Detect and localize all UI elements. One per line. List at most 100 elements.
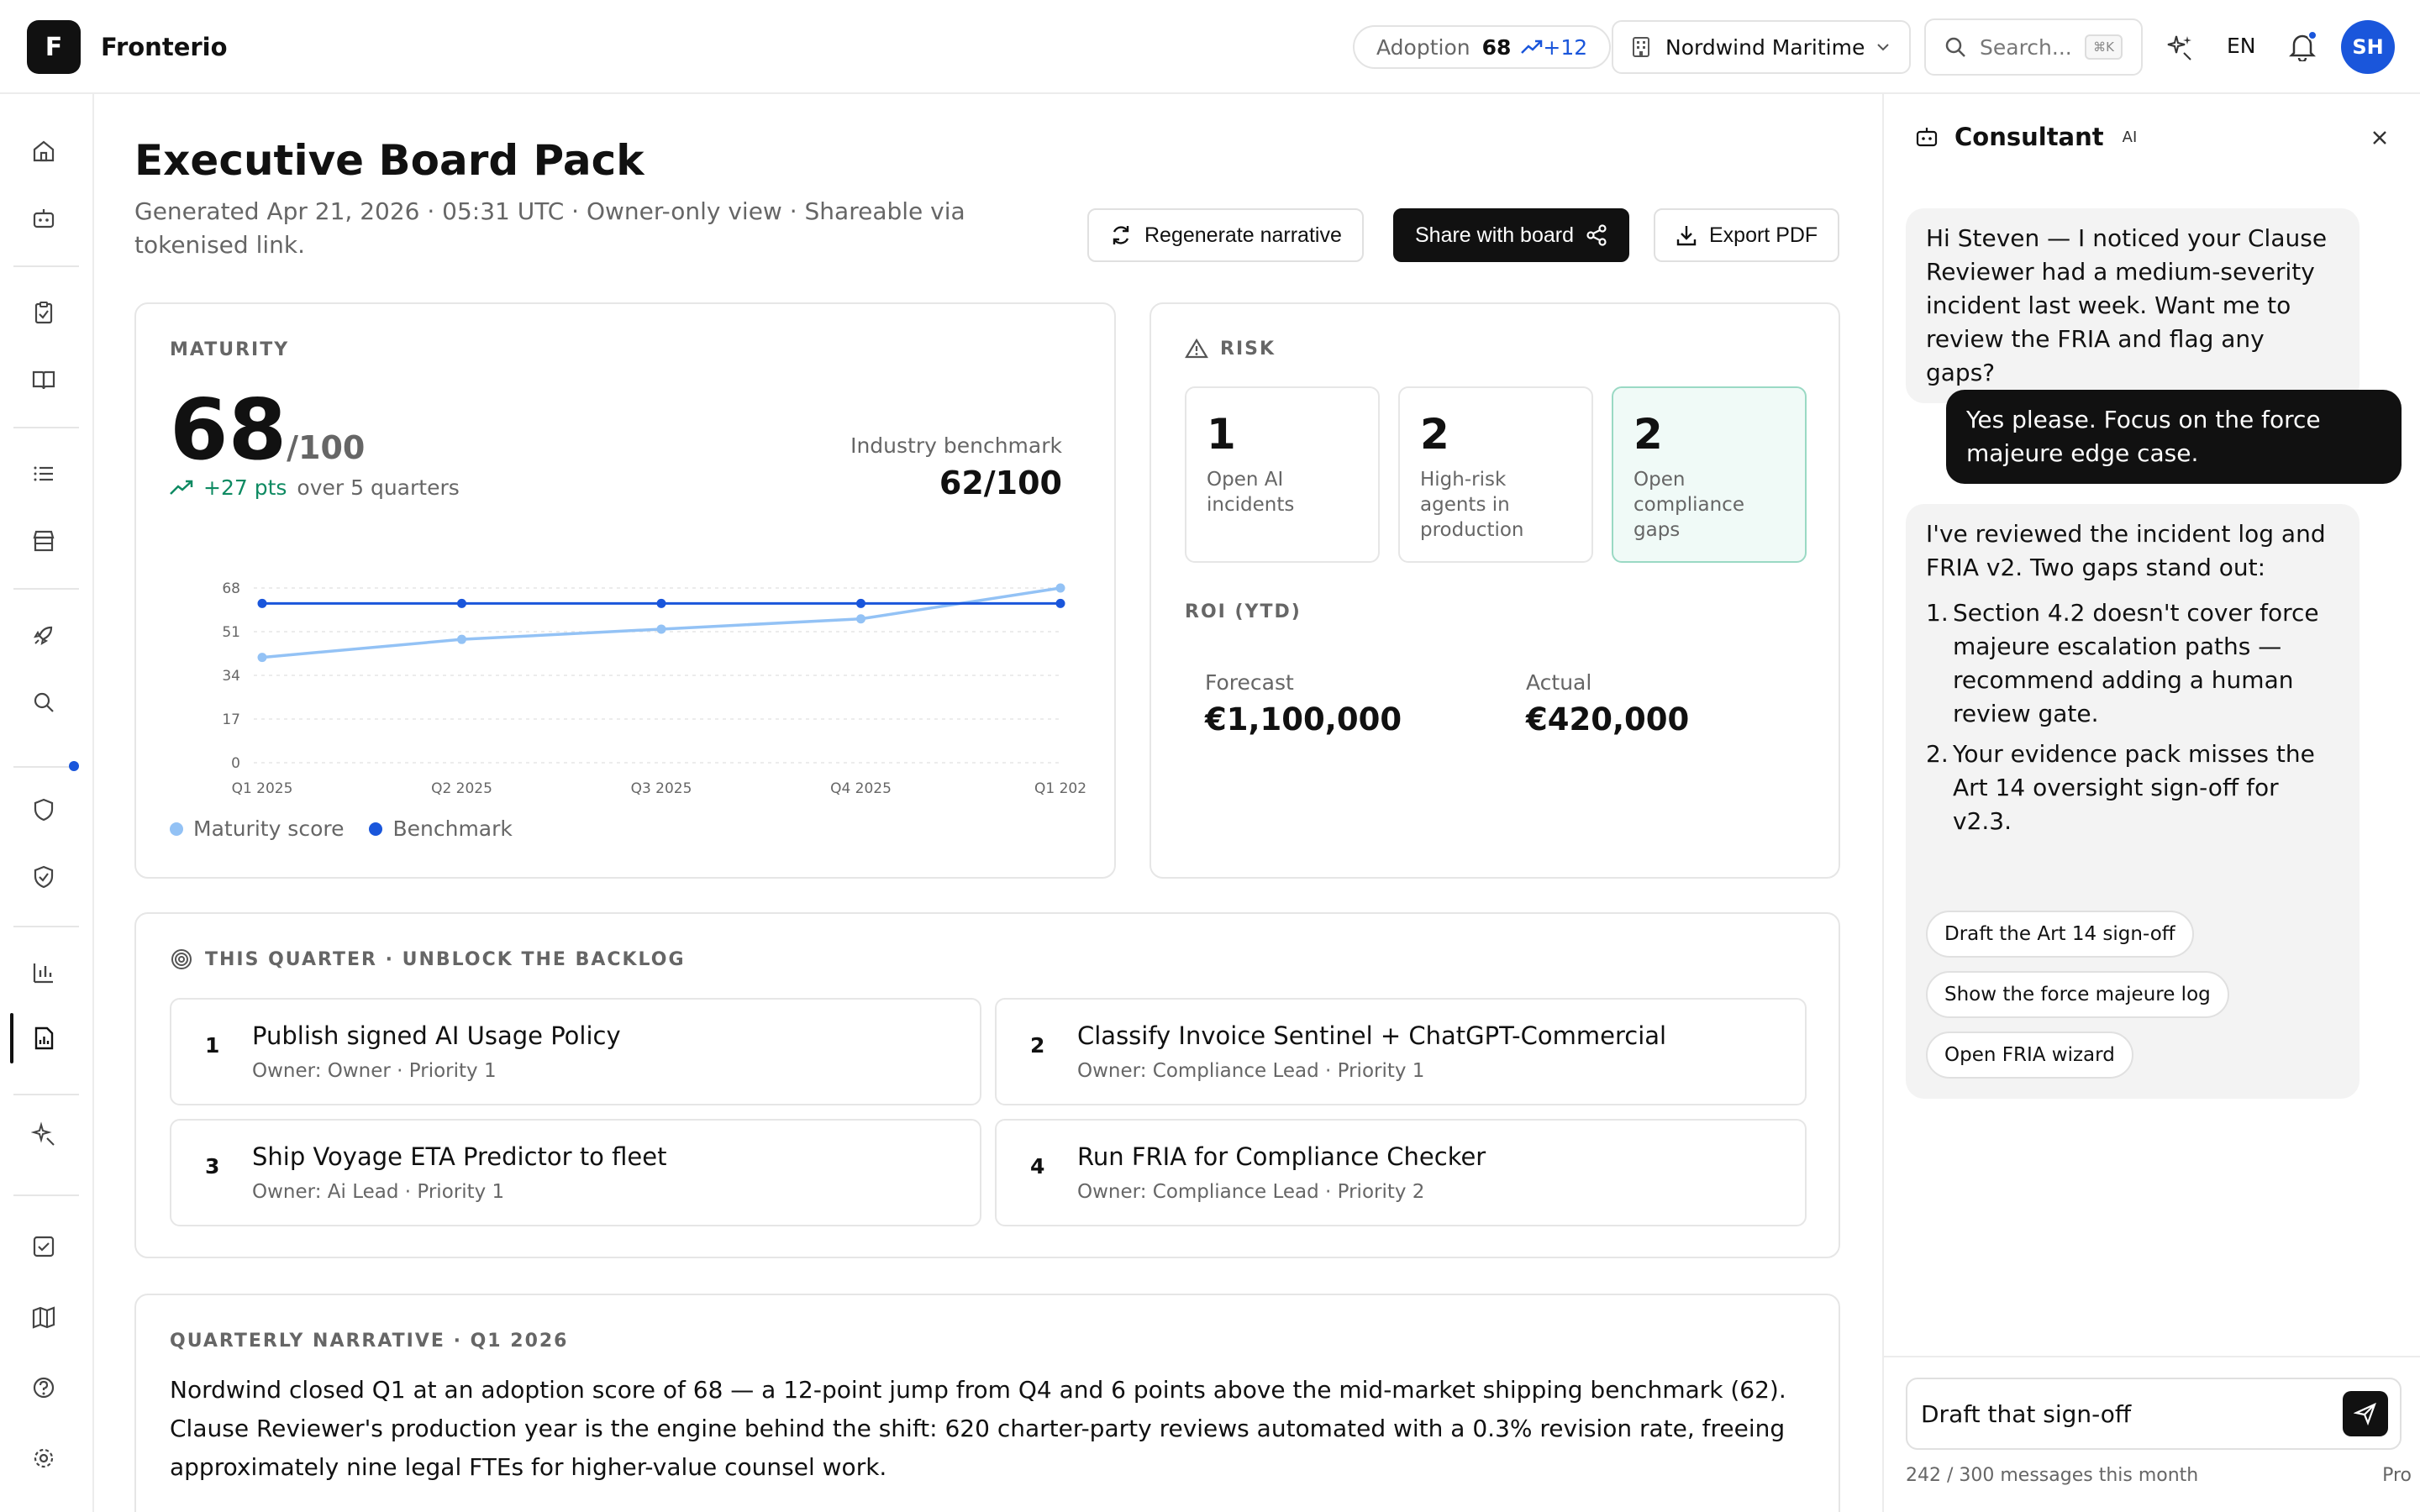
risk-card: RISK 1 Open AI incidents 2 High-risk age…	[1150, 302, 1840, 879]
language-switcher[interactable]: EN	[2227, 34, 2256, 58]
assistant-list-item: 2. Your evidence pack misses the Art 14 …	[1926, 738, 2339, 838]
search-input[interactable]: Search... ⌘K	[1924, 18, 2143, 76]
sidebar-item-board-pack[interactable]	[24, 1018, 64, 1058]
store-icon	[33, 530, 55, 552]
industry-benchmark-value: 62/100	[939, 465, 1062, 501]
share-with-board-label: Share with board	[1415, 223, 1575, 247]
sparkles-button[interactable]	[2161, 29, 2198, 66]
suggestion-chip[interactable]: Show the force majeure log	[1926, 971, 2229, 1018]
sidebar-item-library[interactable]	[24, 360, 64, 400]
share-icon	[1586, 224, 1607, 246]
maturity-delta: +27 pts over 5 quarters	[170, 475, 460, 500]
risk-tile-value: 2	[1634, 410, 1663, 459]
sidebar-item-vendors[interactable]	[24, 521, 64, 561]
alert-triangle-icon	[1185, 338, 1208, 359]
task-number: 3	[205, 1154, 220, 1179]
suggestion-chip[interactable]: Draft the Art 14 sign-off	[1926, 911, 2194, 958]
page-title: Executive Board Pack	[134, 136, 644, 185]
share-with-board-button[interactable]: Share with board	[1393, 208, 1630, 262]
risk-tile-compliance-gaps[interactable]: 2 Open compliance gaps	[1612, 386, 1807, 563]
trend-up-icon	[170, 480, 193, 495]
target-icon	[171, 949, 192, 969]
backlog-task[interactable]: 3 Ship Voyage ETA Predictor to fleet Own…	[170, 1119, 981, 1226]
roi-actual-label: Actual	[1526, 670, 1592, 695]
book-open-icon	[32, 370, 55, 390]
quarter-backlog-card: THIS QUARTER · UNBLOCK THE BACKLOG 1 Pub…	[134, 912, 1840, 1258]
sidebar-item-tasks[interactable]	[24, 1226, 64, 1267]
assistant-list-item-text: Your evidence pack misses the Art 14 ove…	[1953, 740, 2315, 835]
backlog-task[interactable]: 4 Run FRIA for Compliance Checker Owner:…	[995, 1119, 1807, 1226]
roi-actual-value: €420,000	[1526, 701, 1690, 738]
ai-badge: AI	[2122, 128, 2138, 146]
sidebar-rail	[0, 94, 94, 1512]
risk-tile-label: High-risk agents in production	[1420, 469, 1524, 541]
organization-name: Nordwind Maritime	[1665, 34, 1865, 60]
roi-forecast: Forecast €1,100,000	[1205, 670, 1402, 738]
sparkles-icon	[31, 1121, 55, 1146]
refresh-icon	[1113, 226, 1129, 244]
sidebar-item-help[interactable]	[24, 1368, 64, 1408]
risk-tile-high-risk-agents[interactable]: 2 High-risk agents in production	[1398, 386, 1593, 563]
adoption-pill[interactable]: Adoption 68 +12	[1353, 25, 1612, 69]
backlog-task[interactable]: 2 Classify Invoice Sentinel + ChatGPT-Co…	[995, 998, 1807, 1105]
backlog-task[interactable]: 1 Publish signed AI Usage Policy Owner: …	[170, 998, 981, 1105]
sidebar-item-analytics[interactable]	[24, 953, 64, 993]
sidebar-item-compliance[interactable]	[24, 857, 64, 897]
send-icon	[2354, 1402, 2376, 1425]
legend-label-benchmark: Benchmark	[392, 816, 513, 841]
message-input-value: Draft that sign-off	[1921, 1399, 2132, 1428]
map-icon	[32, 1306, 55, 1329]
close-panel-button[interactable]	[2370, 128, 2390, 151]
close-icon	[2373, 131, 2386, 144]
sidebar-item-agents[interactable]	[24, 198, 64, 239]
sidebar-item-ai-assist[interactable]	[24, 1114, 64, 1154]
sidebar-item-launch[interactable]	[24, 615, 64, 655]
bar-chart-icon	[33, 963, 53, 984]
sidebar-item-roadmap[interactable]	[24, 1297, 64, 1337]
task-owner: Owner: Compliance Lead · Priority 2	[1077, 1181, 1425, 1203]
export-pdf-button[interactable]: Export PDF	[1654, 208, 1840, 262]
sidebar-item-governance[interactable]	[24, 790, 64, 830]
sidebar-item-home[interactable]	[24, 131, 64, 171]
send-button[interactable]	[2343, 1391, 2388, 1436]
robot-icon	[1916, 128, 1938, 147]
sidebar-item-discovery[interactable]	[24, 682, 64, 722]
data-point-maturity	[656, 624, 666, 634]
organization-select[interactable]: Nordwind Maritime	[1612, 20, 1911, 74]
adoption-label: Adoption	[1376, 34, 1470, 60]
risk-tile-label: Open AI incidents	[1207, 469, 1295, 516]
x-tick-label: Q1 202	[1034, 780, 1086, 797]
risk-label: RISK	[1220, 338, 1276, 360]
sidebar-item-settings[interactable]	[24, 1438, 64, 1478]
task-number: 4	[1030, 1154, 1045, 1179]
list-icon	[34, 466, 53, 481]
sidebar-item-assessments[interactable]	[24, 292, 64, 333]
brand[interactable]: F Fronterio	[27, 20, 228, 74]
roi-actual: Actual €420,000	[1526, 670, 1689, 738]
data-point-benchmark	[257, 598, 267, 608]
plan-badge: Pro	[2382, 1465, 2412, 1486]
regenerate-narrative-button[interactable]: Regenerate narrative	[1087, 208, 1364, 262]
task-owner: Owner: Compliance Lead · Priority 1	[1077, 1060, 1425, 1082]
risk-tile-label: Open compliance gaps	[1634, 469, 1744, 541]
y-tick-label: 0	[231, 755, 240, 772]
assistant-message: Hi Steven — I noticed your Clause Review…	[1906, 208, 2360, 403]
suggestion-chip[interactable]: Open FRIA wizard	[1926, 1032, 2133, 1079]
task-owner: Owner: Ai Lead · Priority 1	[252, 1181, 505, 1203]
sidebar-item-inventory[interactable]	[24, 454, 64, 494]
maturity-label: MATURITY	[170, 339, 290, 360]
risk-tile-incidents[interactable]: 1 Open AI incidents	[1185, 386, 1380, 563]
avatar[interactable]: SH	[2341, 20, 2395, 74]
main-content: Executive Board Pack Generated Apr 21, 2…	[96, 94, 1882, 1512]
message-input[interactable]: Draft that sign-off	[1906, 1378, 2402, 1450]
consultant-title: Consultant	[1954, 123, 2104, 151]
shield-icon	[34, 798, 54, 822]
maturity-card: MATURITY 68 /100 +27 pts over 5 quarters…	[134, 302, 1116, 879]
adoption-delta: +12	[1521, 35, 1587, 60]
notifications-button[interactable]	[2284, 29, 2321, 66]
legend-swatch-benchmark	[369, 822, 383, 836]
task-number: 2	[1030, 1033, 1045, 1058]
x-tick-label: Q3 2025	[631, 780, 692, 797]
data-point-benchmark	[457, 598, 466, 608]
series-line-maturity	[261, 586, 1061, 659]
